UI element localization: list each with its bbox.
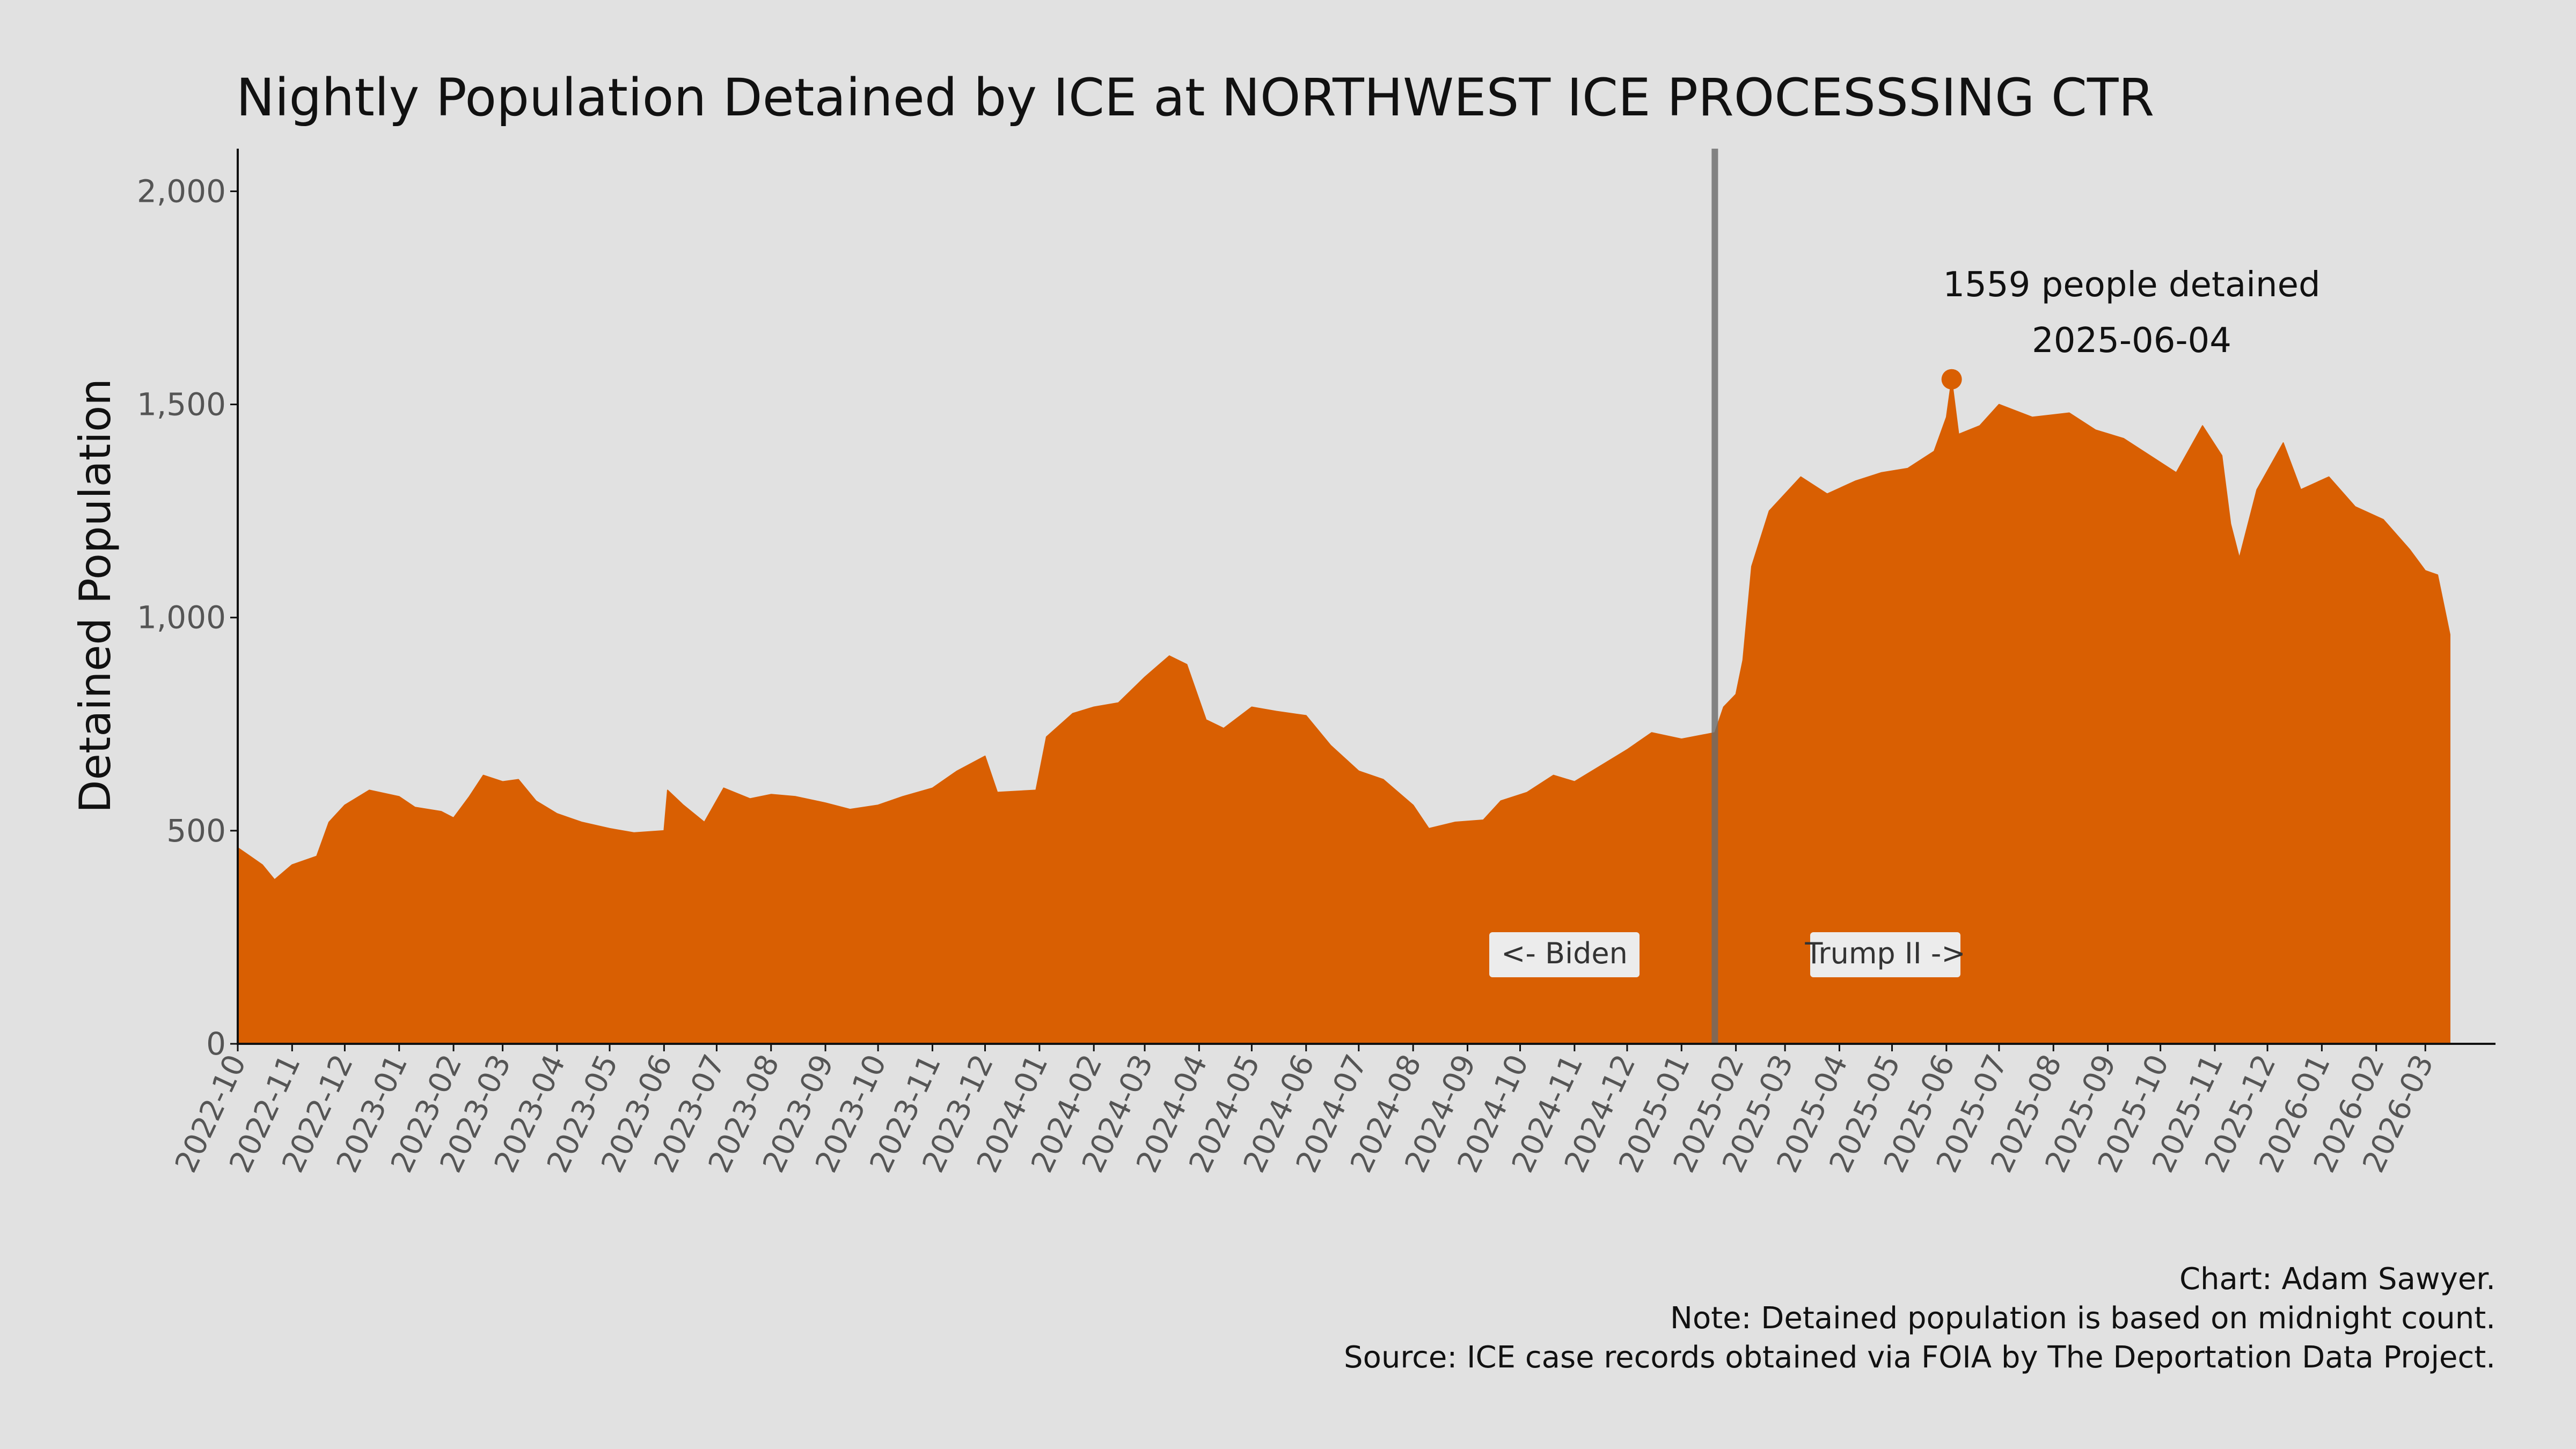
trump-era-label: Trump II -> — [1804, 932, 1966, 977]
caption-chart-credit: Chart: Adam Sawyer. — [2179, 1262, 2496, 1297]
y-tick-label: 1,500 — [137, 386, 226, 423]
peak-annotation-count: 1559 people detained — [1943, 265, 2320, 305]
biden-era-label-box — [1489, 932, 1640, 977]
chart-title: Nightly Population Detained by ICE at NO… — [236, 68, 2154, 128]
y-tick-label: 500 — [166, 813, 226, 849]
area-series — [237, 378, 2450, 1044]
caption-note: Note: Detained population is based on mi… — [1670, 1301, 2496, 1336]
peak-point — [1941, 369, 1962, 390]
trump-era-label-box — [1810, 932, 1960, 977]
y-axis-label: Detained Population — [70, 378, 120, 813]
trump-era-label-text: Trump II -> — [1804, 936, 1965, 970]
biden-era-label-text: <- Biden — [1501, 936, 1628, 970]
biden-era-label: <- Biden — [1489, 932, 1640, 977]
y-tick-label: 0 — [206, 1026, 226, 1062]
caption: Chart: Adam Sawyer. Note: Detained popul… — [1344, 1262, 2496, 1375]
caption-source: Source: ICE case records obtained via FO… — [1344, 1340, 2496, 1375]
y-tick-label: 2,000 — [137, 173, 226, 209]
peak-annotation-date: 2025-06-04 — [2032, 321, 2231, 361]
y-tick-label: 1,000 — [137, 599, 226, 636]
